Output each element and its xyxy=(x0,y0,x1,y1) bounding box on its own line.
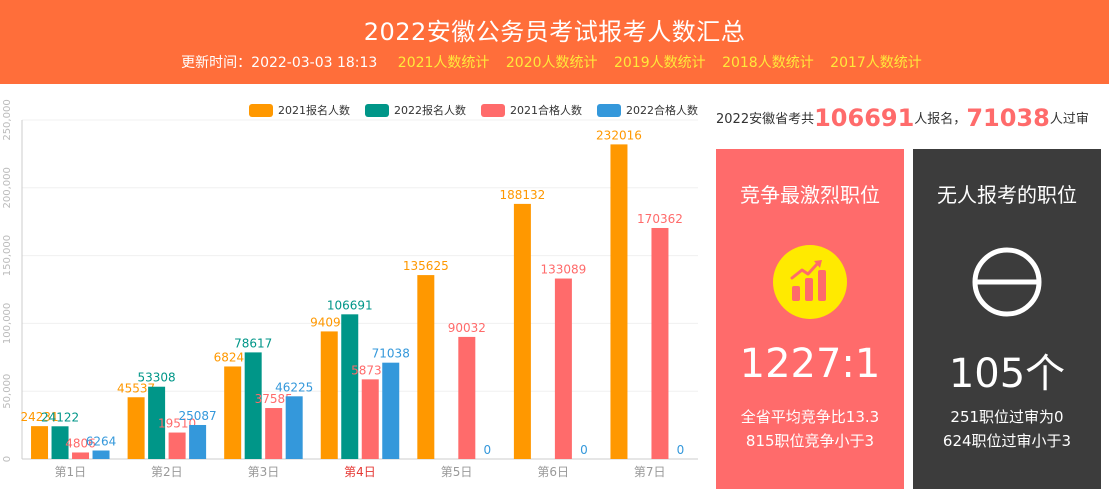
y-tick-label: 200,000 xyxy=(2,167,13,208)
bar-2[interactable] xyxy=(148,386,166,459)
summary-suffix: 人过审 xyxy=(1049,112,1089,127)
data-label: 135625 xyxy=(403,259,449,273)
data-label: 170362 xyxy=(637,212,683,226)
page-title: 2022安徽公务员考试报考人数汇总 xyxy=(363,18,746,46)
competitive-position-card: 竞争最激烈职位 1227:1 全省平均竞争比13.3 815职位竞争小于3 xyxy=(716,149,904,489)
data-label: 24122 xyxy=(41,410,79,424)
legend-label[interactable]: 2021合格人数 xyxy=(510,103,582,117)
legend-label[interactable]: 2022报名人数 xyxy=(394,103,466,117)
y-tick-label: 50,000 xyxy=(2,374,13,409)
legend-swatch[interactable] xyxy=(597,104,621,117)
bar-4[interactable] xyxy=(92,450,110,459)
summary-mid: 人报名， xyxy=(914,112,967,127)
summary-passed: 71038 xyxy=(966,104,1050,132)
link-2020-stats[interactable]: 2020人数统计 xyxy=(505,55,598,71)
data-label: 133089 xyxy=(540,263,586,277)
bar-4[interactable] xyxy=(189,424,207,459)
x-tick-label: 第3日 xyxy=(248,465,280,479)
data-label: 106691 xyxy=(327,298,373,312)
zero-pass-text: 251职位过审为0 xyxy=(950,408,1064,426)
data-label: 19510 xyxy=(158,417,196,431)
bar-1[interactable] xyxy=(127,397,145,459)
bar-3[interactable] xyxy=(554,278,572,459)
legend-swatch[interactable] xyxy=(481,104,505,117)
data-label: 78617 xyxy=(234,336,272,350)
data-label: 188132 xyxy=(499,188,545,202)
data-label: 0 xyxy=(580,443,588,457)
data-label: 58730 xyxy=(351,363,389,377)
bar-2[interactable] xyxy=(51,426,69,459)
competition-ratio: 1227:1 xyxy=(739,341,881,387)
data-label: 46225 xyxy=(275,380,313,394)
bar-1[interactable] xyxy=(320,331,338,459)
link-2019-stats[interactable]: 2019人数统计 xyxy=(613,55,706,71)
bar-3[interactable] xyxy=(651,227,669,459)
bar-3[interactable] xyxy=(168,432,186,459)
data-label: 0 xyxy=(677,443,685,457)
legend-label[interactable]: 2022合格人数 xyxy=(626,103,698,117)
x-tick-label: 第6日 xyxy=(537,465,569,479)
bar-3[interactable] xyxy=(265,408,283,459)
low-competition-text: 815职位竞争小于3 xyxy=(745,432,875,450)
data-label: 90032 xyxy=(448,321,486,335)
bar-4[interactable] xyxy=(285,396,303,459)
bar-3[interactable] xyxy=(458,336,476,459)
data-label: 24231 xyxy=(20,410,58,424)
data-label: 71038 xyxy=(372,347,410,361)
data-label: 68241 xyxy=(214,350,252,364)
x-tick-label: 第4日 xyxy=(344,465,376,479)
bar-chart-icon xyxy=(773,245,847,319)
avg-competition-text: 全省平均竞争比13.3 xyxy=(740,408,880,426)
registration-chart: 0 50,000 100,000 150,000 200,000 250,000 2021报… xyxy=(0,92,705,492)
bar-4[interactable] xyxy=(382,362,400,459)
data-label: 53308 xyxy=(138,371,176,385)
legend-swatch[interactable] xyxy=(365,104,389,117)
bar-chart-svg: 0 50,000 100,000 150,000 200,000 250,000 2021报… xyxy=(2,99,698,479)
no-applicant-count: 105个 xyxy=(948,351,1066,397)
header-subline: 更新时间：2022-03-03 18:13 2021人数统计 2020人数统计 … xyxy=(0,52,1109,72)
y-tick-label: 0 xyxy=(2,456,13,462)
data-label: 37585 xyxy=(255,392,293,406)
minus-circle-icon xyxy=(972,247,1042,317)
y-tick-label: 150,000 xyxy=(2,235,13,276)
low-pass-text: 624职位过审小于3 xyxy=(942,432,1072,450)
data-label: 4806 xyxy=(65,436,96,450)
no-applicant-card-title: 无人报考的职位 xyxy=(937,183,1077,207)
data-label: 6264 xyxy=(86,435,117,449)
bar-2[interactable] xyxy=(341,314,359,459)
bar-1[interactable] xyxy=(31,426,49,459)
page-header: 2022安徽公务员考试报考人数汇总 更新时间：2022-03-03 18:13 … xyxy=(0,0,1109,84)
summary-applicants: 106691 xyxy=(814,104,915,132)
data-label: 0 xyxy=(484,443,492,457)
summary-line: 2022安徽省考共106691人报名，71038人过审 xyxy=(716,104,1096,134)
bar-1[interactable] xyxy=(224,366,242,459)
data-label: 25087 xyxy=(179,409,217,423)
x-tick-label: 第5日 xyxy=(441,465,473,479)
bar-1[interactable] xyxy=(417,275,435,459)
data-label: 45537 xyxy=(117,381,155,395)
x-tick-label: 第2日 xyxy=(151,465,183,479)
x-tick-label: 第1日 xyxy=(54,465,86,479)
link-2018-stats[interactable]: 2018人数统计 xyxy=(722,55,814,71)
link-2017-stats[interactable]: 2017人数统计 xyxy=(830,55,922,71)
summary-prefix: 2022安徽省考共 xyxy=(716,112,815,127)
bar-3[interactable] xyxy=(361,379,379,459)
bar-3[interactable] xyxy=(72,452,90,459)
link-2021-stats[interactable]: 2021人数统计 xyxy=(397,55,490,71)
bar-1[interactable] xyxy=(513,203,531,459)
competitive-card-title: 竞争最激烈职位 xyxy=(740,183,880,207)
bar-1[interactable] xyxy=(610,144,628,460)
update-time: 更新时间：2022-03-03 18:13 xyxy=(181,55,378,71)
bar-2[interactable] xyxy=(244,352,262,459)
no-applicant-position-card: 无人报考的职位 105个 251职位过审为0 624职位过审小于3 xyxy=(913,149,1101,489)
data-label: 232016 xyxy=(596,128,642,142)
x-tick-label: 第7日 xyxy=(634,465,666,479)
y-tick-label: 250,000 xyxy=(2,99,13,140)
y-tick-label: 100,000 xyxy=(2,303,13,344)
legend-label[interactable]: 2021报名人数 xyxy=(278,103,350,117)
data-label: 94090 xyxy=(310,315,348,329)
legend-swatch[interactable] xyxy=(249,104,273,117)
